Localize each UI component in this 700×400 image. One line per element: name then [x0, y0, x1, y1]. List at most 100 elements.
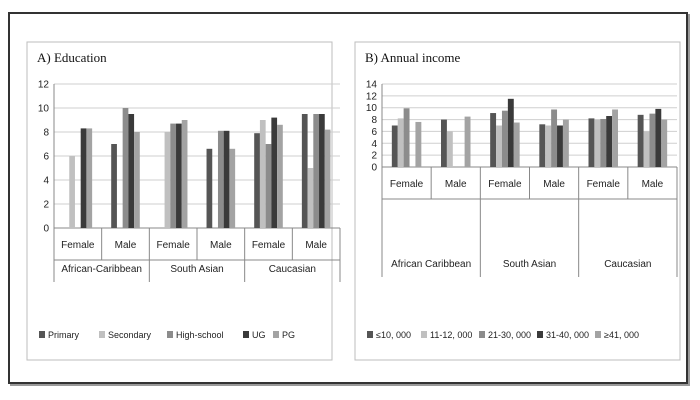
panel-b-y-tick-label: 10 [366, 103, 378, 114]
panel-a-y-tick-label: 2 [43, 200, 49, 211]
panel-a-bar [170, 123, 177, 228]
panel-b-y-tick-label: 0 [371, 163, 377, 174]
panel-b-y-tick-label: 8 [371, 115, 377, 126]
panel-a-bar [259, 120, 266, 228]
panel-a-legend-swatch [243, 331, 249, 338]
panel-a-category-label: Male [210, 240, 232, 251]
panel-b-bar [557, 125, 563, 167]
panel-b-bar [415, 121, 422, 167]
panel-b-bar [539, 124, 546, 167]
panel-b-bar [501, 110, 508, 167]
panel-a-group-label: South Asian [170, 264, 223, 275]
panel-a-y-tick-label: 12 [38, 80, 50, 91]
panel-a-legend-label: Primary [48, 330, 79, 340]
panel-b-bar [496, 125, 502, 167]
panel-b-legend-swatch [479, 331, 485, 338]
panel-b-legend-label: 11-12, 000 [430, 330, 472, 340]
panel-a-bar [223, 130, 230, 228]
panel-a-category-label: Female [252, 240, 286, 251]
panel-b-group-label: South Asian [503, 259, 556, 270]
panel-b-bar [391, 125, 398, 167]
panel-a-bar [313, 114, 320, 228]
panel-a-legend-label: High-school [176, 330, 224, 340]
panel-a-legend-swatch [167, 331, 173, 338]
panel-a-bar [229, 148, 236, 228]
panel-a-title: A) Education [37, 50, 107, 65]
panel-a-legend-label: PG [282, 330, 295, 340]
panel-b-y-tick-label: 4 [371, 139, 377, 150]
panel-a-bar [80, 128, 87, 228]
panel-a-bar [128, 114, 135, 228]
panel-a-bar [164, 132, 171, 228]
panel-a-bar [319, 114, 325, 228]
panel-a-category-label: Male [305, 240, 327, 251]
panel-b-category-label: Female [488, 179, 522, 190]
panel-a-bar [324, 129, 331, 228]
panel-b-category-label: Female [587, 179, 621, 190]
panel-b-legend-label: ≥41, 000 [604, 330, 639, 340]
panel-b-bar [594, 119, 601, 167]
panel-b-legend-label: 21-30, 000 [488, 330, 531, 340]
panel-b-bar [403, 108, 410, 167]
panel-a-category-label: Female [156, 240, 190, 251]
panel-a-y-tick-label: 0 [43, 224, 49, 235]
panel-a-legend-label: Secondary [108, 330, 152, 340]
panel-a-group-label: African-Caribbean [61, 264, 142, 275]
panel-a-legend-label: UG [252, 330, 266, 340]
panel-b-legend-swatch [367, 331, 373, 338]
panel-a-bar [265, 144, 272, 228]
panel-a-y-tick-label: 6 [43, 152, 49, 163]
panel-a-y-tick-label: 10 [38, 104, 50, 115]
panel-b-y-tick-label: 2 [371, 151, 377, 162]
panel-b-bar [600, 118, 607, 167]
panel-a-category-label: Female [61, 240, 95, 251]
panel-b-y-tick-label: 14 [366, 80, 378, 91]
panel-a-y-tick-label: 8 [43, 128, 49, 139]
panel-b-bar [612, 109, 618, 167]
panel-a-bar [254, 133, 260, 228]
panel-a-bar [69, 156, 75, 228]
panel-b-bar [464, 116, 471, 167]
panel-b-category-label: Male [543, 179, 565, 190]
panel-a-bar [277, 124, 283, 228]
panel-b-bar [562, 119, 569, 167]
panel-b-category-label: Female [390, 179, 424, 190]
panel-a-legend-swatch [99, 331, 105, 338]
panel-b-bar [513, 122, 520, 167]
panel-b-bar [643, 131, 650, 167]
panel-b-bar [551, 109, 558, 167]
panel-b-bar [649, 113, 656, 167]
panel-a-legend-swatch [39, 331, 45, 338]
panel-b-legend-swatch [537, 331, 543, 338]
panel-b-legend-swatch [595, 331, 601, 338]
panel-a-bar [134, 132, 140, 228]
panel-a-bar [206, 148, 213, 228]
panel-b-group-label: African Caribbean [391, 259, 471, 270]
panel-b-group-label: Caucasian [604, 259, 651, 270]
panel-b-bar [655, 108, 662, 167]
panel-b-legend-label: ≤10, 000 [376, 330, 411, 340]
panel-a-bar [176, 123, 182, 228]
panel-a-bar [122, 108, 129, 228]
panel-a-bar [271, 117, 278, 228]
panel-b-bar [545, 125, 552, 167]
panel-b-legend-swatch [421, 331, 427, 338]
panel-b-box [354, 41, 681, 361]
panel-b-bar [507, 98, 514, 167]
panel-a-category-label: Male [115, 240, 137, 251]
panel-b-category-label: Male [642, 179, 664, 190]
panel-a-group-label: Caucasian [269, 264, 316, 275]
panel-b-bar [397, 118, 404, 167]
panel-a-bar [217, 130, 224, 228]
figure-frame: A) Education 0 2 4 6 8 10 12 Female Male Female Mal… [8, 12, 688, 384]
panel-b-bar [441, 119, 447, 167]
panel-b-bar [606, 116, 613, 167]
panel-b-bar [446, 131, 453, 167]
panel-b-bar [490, 113, 497, 167]
panel-b-y-tick-label: 6 [371, 127, 377, 138]
panel-b-legend-label: 31-40, 000 [546, 330, 589, 340]
panel-a-legend-swatch [273, 331, 279, 338]
panel-b-category-label: Male [445, 179, 467, 190]
panel-a-bar [301, 114, 308, 228]
